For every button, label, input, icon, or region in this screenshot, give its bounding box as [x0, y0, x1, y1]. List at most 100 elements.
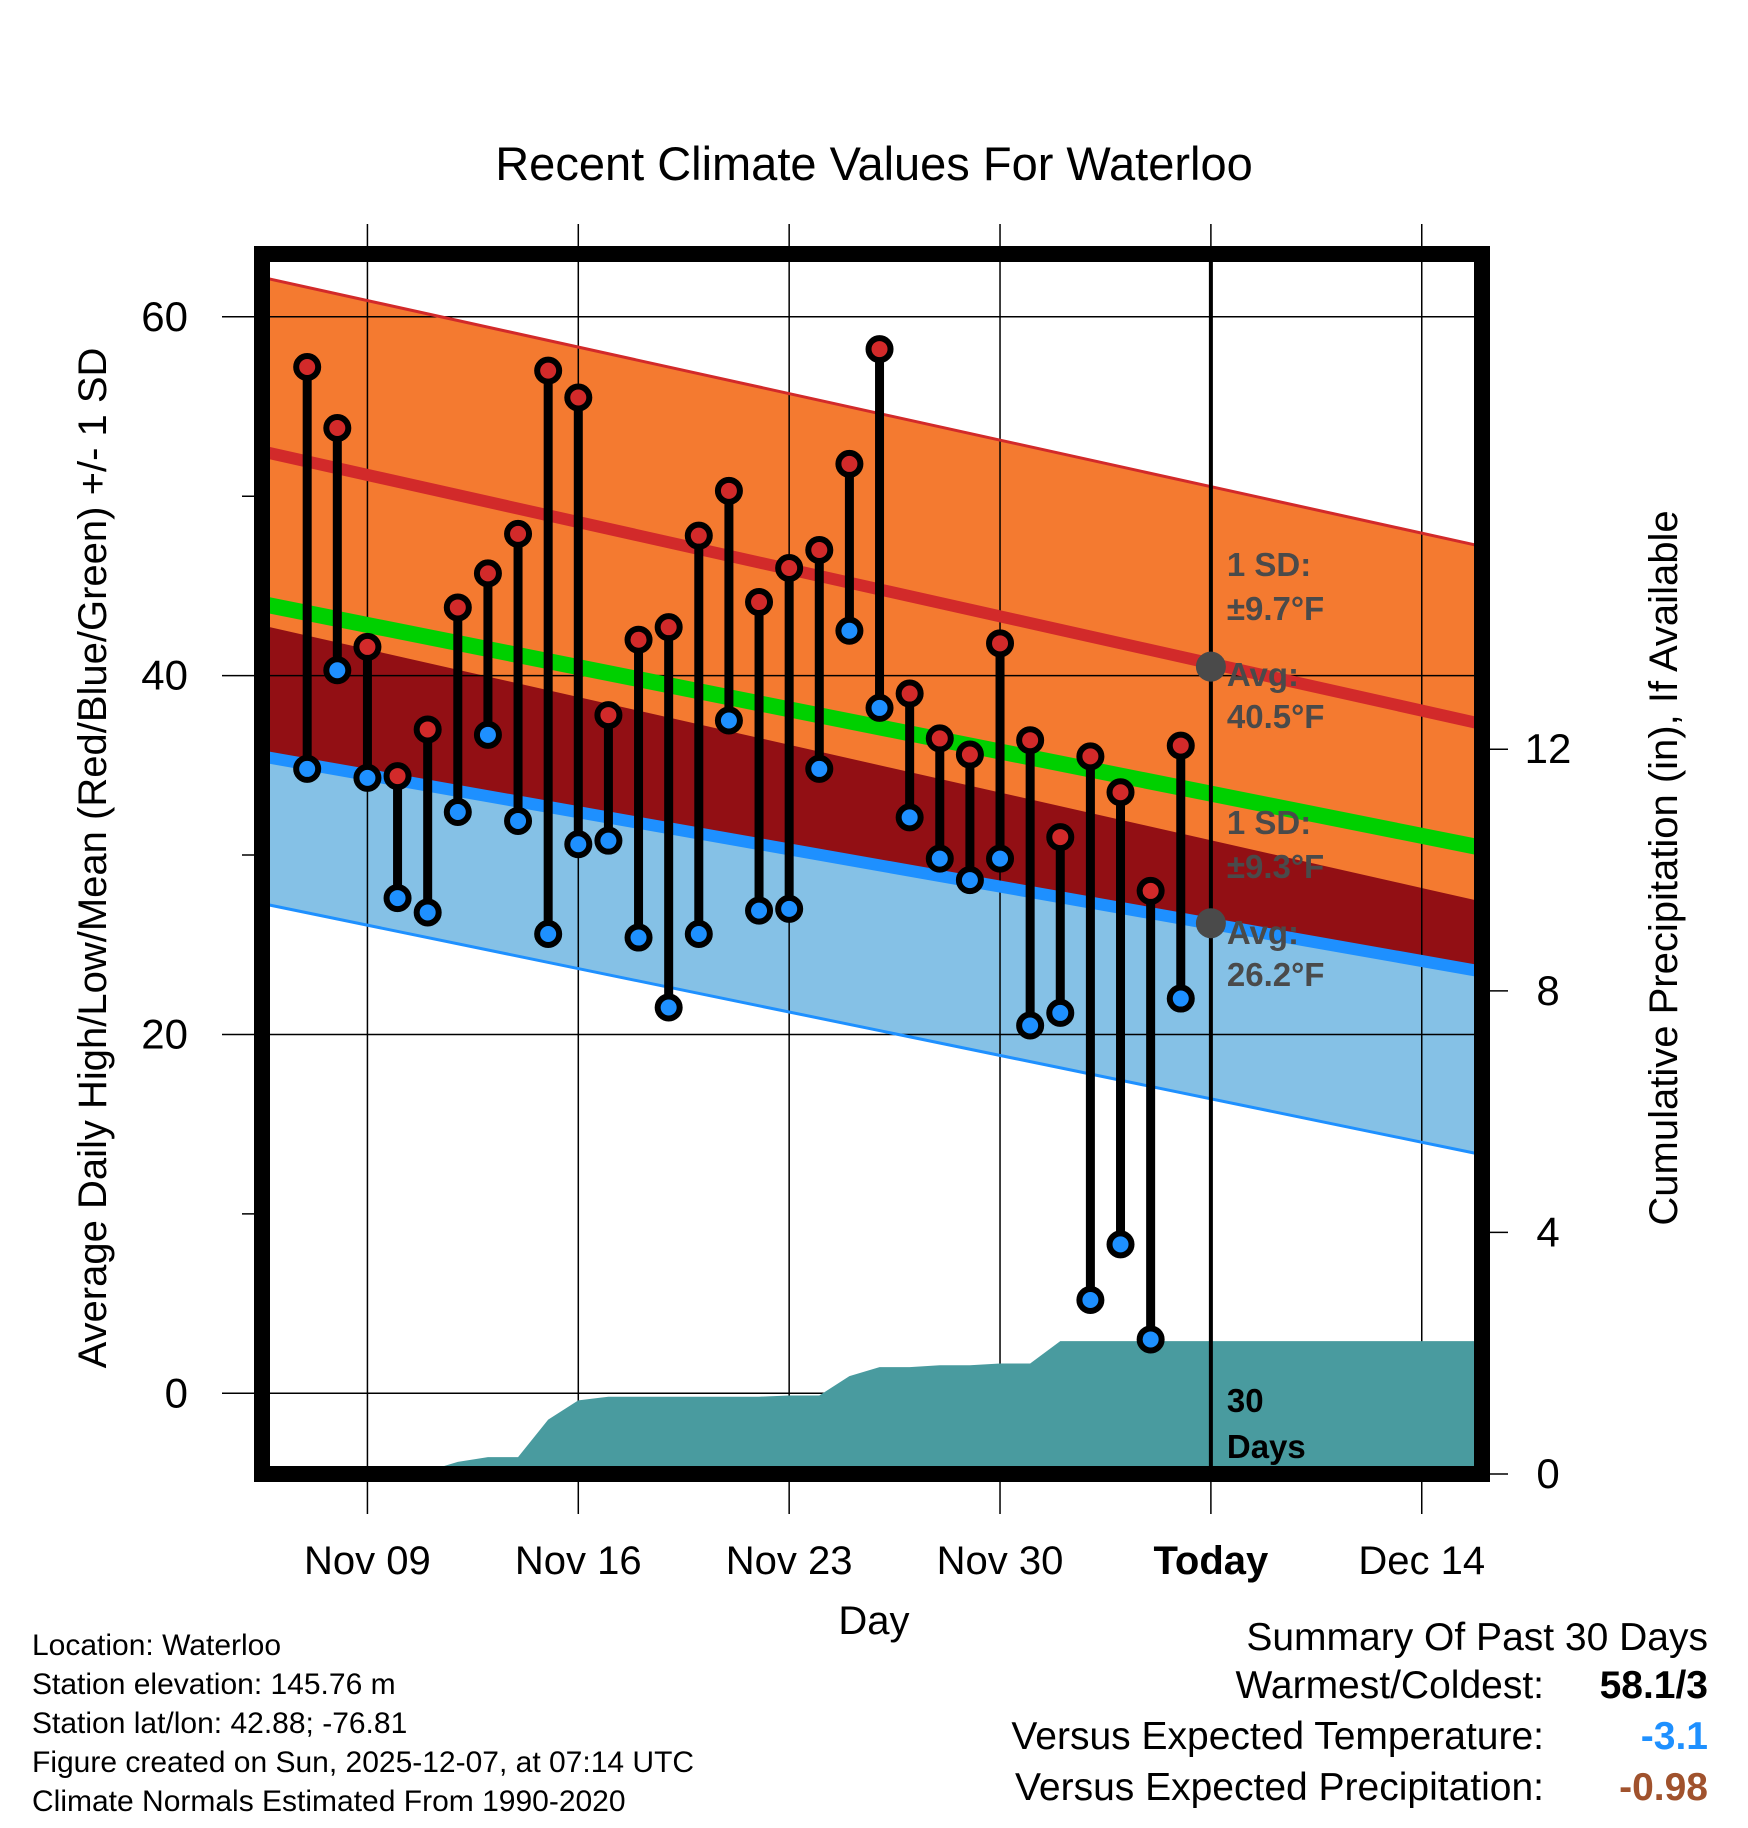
daily-low-point	[1166, 984, 1195, 1013]
latlon-text: Station lat/lon: 42.88; -76.81	[32, 1707, 408, 1740]
daily-high-point	[654, 613, 683, 642]
low-sd-band	[262, 756, 1482, 1155]
daily-high-point	[1076, 742, 1105, 771]
daily-high-point	[1166, 731, 1195, 760]
period-unit: Days	[1227, 1428, 1306, 1465]
today-low-normal-marker	[1195, 908, 1226, 939]
daily-high-point	[805, 536, 834, 565]
x-axis-label: Day	[838, 1599, 909, 1643]
daily-low-point	[745, 896, 774, 925]
daily-high-point	[594, 701, 623, 730]
x-tick-label: Nov 09	[304, 1539, 431, 1583]
daily-high-point	[986, 629, 1015, 658]
daily-low-point	[293, 754, 322, 783]
daily-low-point	[473, 720, 502, 749]
y-right-tick-label: 12	[1525, 725, 1572, 772]
daily-low-point	[323, 656, 352, 685]
daily-low-point	[413, 898, 442, 927]
period-number: 30	[1227, 1382, 1264, 1419]
daily-high-point	[383, 762, 412, 791]
daily-low-point	[594, 826, 623, 855]
daily-low-point	[775, 894, 804, 923]
y-axis-label: Average Daily High/Low/Mean (Red/Blue/Gr…	[71, 348, 115, 1369]
normal-mean-line	[260, 596, 1484, 856]
daily-high-point	[443, 593, 472, 622]
daily-low-point	[986, 844, 1015, 873]
daily-high-point	[714, 476, 743, 505]
summary-precip-row: Versus Expected Precipitation: -0.98	[1011, 1766, 1708, 1817]
daily-high-point	[1016, 726, 1045, 755]
temp-departure-label: Versus Expected Temperature:	[1011, 1715, 1544, 1758]
daily-low-point	[353, 763, 382, 792]
temp-departure-value: -3.1	[1640, 1715, 1708, 1758]
high-sd-value: ±9.7°F	[1227, 590, 1324, 627]
x-tick-label: Dec 14	[1358, 1539, 1485, 1583]
daily-low-point	[504, 806, 533, 835]
today-high-normal-marker	[1195, 651, 1226, 682]
daily-low-point	[1016, 1011, 1045, 1040]
summary-warmest-row: Warmest/Coldest: 58.1/3	[1011, 1664, 1708, 1715]
created-text: Figure created on Sun, 2025-12-07, at 07…	[32, 1746, 695, 1779]
daily-low-point	[534, 919, 563, 948]
daily-high-point	[745, 588, 774, 617]
plot-area: 1 SD: ±9.7°F Avg: 40.5°F 1 SD: ±9.3°F Avg: 26.2…	[141, 224, 1571, 1583]
high-sd-label: 1 SD:	[1227, 546, 1311, 583]
daily-high-point	[865, 335, 894, 364]
high-avg-label: Avg:	[1227, 656, 1299, 693]
y-tick-label: 20	[141, 1010, 188, 1057]
x-tick-label: Nov 16	[515, 1539, 642, 1583]
daily-high-point	[684, 521, 713, 550]
daily-low-point	[624, 923, 653, 952]
daily-low-point	[1076, 1285, 1105, 1314]
elevation-text: Station elevation: 145.76 m	[32, 1668, 396, 1701]
daily-low-point	[383, 884, 412, 913]
daily-high-point	[955, 740, 984, 769]
y-right-tick-label: 0	[1536, 1450, 1559, 1497]
daily-low-point	[1136, 1325, 1165, 1354]
warmest-value: 58.1/3	[1599, 1664, 1708, 1707]
normal-high-line	[260, 445, 1484, 730]
precip-departure-label: Versus Expected Precipitation:	[1015, 1766, 1544, 1809]
low-avg-value: 26.2°F	[1227, 956, 1325, 993]
daily-low-point	[925, 844, 954, 873]
location-text: Location: Waterloo	[32, 1629, 282, 1662]
daily-high-point	[564, 383, 593, 412]
daily-high-point	[835, 449, 864, 478]
x-tick-label: Nov 23	[726, 1539, 853, 1583]
daily-high-point	[534, 356, 563, 385]
daily-high-point	[1046, 823, 1075, 852]
summary-panel: Summary Of Past 30 Days Warmest/Coldest:…	[1011, 1616, 1708, 1817]
daily-low-point	[714, 706, 743, 735]
normals-text: Climate Normals Estimated From 1990-2020	[32, 1785, 626, 1818]
daily-low-point	[1046, 998, 1075, 1027]
daily-high-point	[504, 519, 533, 548]
high-upper-sd-line	[261, 275, 1483, 548]
low-sd-label: 1 SD:	[1227, 804, 1311, 841]
daily-high-point	[353, 632, 382, 661]
y-right-tick-label: 8	[1536, 967, 1559, 1014]
daily-high-point	[1136, 876, 1165, 905]
daily-high-point	[624, 625, 653, 654]
daily-high-point	[925, 724, 954, 753]
y-axis-right-label: Cumulative Precipitation (in), If Availa…	[1642, 510, 1686, 1225]
daily-high-point	[293, 353, 322, 382]
daily-high-point	[775, 553, 804, 582]
daily-high-point	[413, 715, 442, 744]
low-lower-sd-line	[261, 902, 1483, 1157]
summary-title: Summary Of Past 30 Days	[1246, 1616, 1708, 1659]
normal-low-line	[260, 750, 1484, 978]
daily-low-point	[1106, 1230, 1135, 1259]
chart-title: Recent Climate Values For Waterloo	[495, 137, 1253, 190]
daily-low-point	[895, 803, 924, 832]
y-tick-label: 40	[141, 652, 188, 699]
station-info: Location: Waterloo Station elevation: 14…	[32, 1626, 694, 1821]
daily-low-point	[564, 830, 593, 859]
daily-high-point	[1106, 778, 1135, 807]
low-sd-value: ±9.3°F	[1227, 848, 1324, 885]
x-tick-label: Nov 30	[937, 1539, 1064, 1583]
summary-temp-row: Versus Expected Temperature: -3.1	[1011, 1715, 1708, 1766]
y-right-tick-label: 4	[1536, 1208, 1559, 1255]
daily-low-point	[654, 993, 683, 1022]
daily-low-point	[805, 754, 834, 783]
